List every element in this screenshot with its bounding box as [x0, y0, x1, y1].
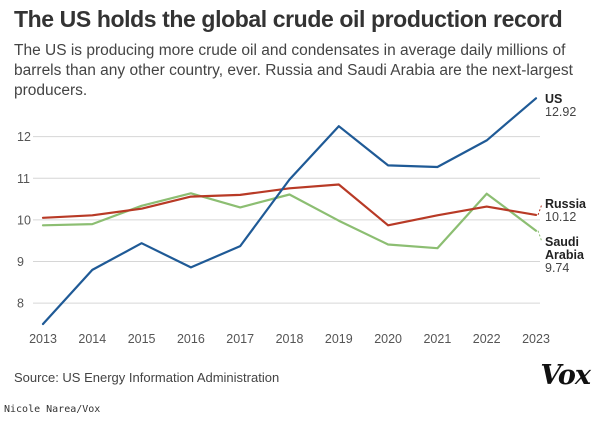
y-tick-label-8: 8	[17, 297, 24, 311]
end-label-value-saudi-arabia: 9.74	[545, 261, 569, 275]
leader-line-saudi-arabia	[537, 230, 543, 243]
chart-subtitle: The US is producing more crude oil and c…	[14, 42, 573, 99]
x-tick-label-2018: 2018	[276, 332, 304, 346]
end-label-name-saudi-arabia: Saudi	[545, 235, 579, 249]
series-line-russia	[41, 183, 538, 227]
x-tick-label-2013: 2013	[29, 332, 57, 346]
x-tick-label-2015: 2015	[128, 332, 156, 346]
end-label-value-russia: 10.12	[545, 210, 576, 224]
x-tick-label-2022: 2022	[473, 332, 501, 346]
y-tick-label-9: 9	[17, 255, 24, 269]
end-label-value-us: 12.92	[545, 105, 576, 119]
source-note: Source: US Energy Information Administra…	[14, 370, 280, 385]
grid-layer	[33, 136, 540, 304]
series-line-saudi-arabia	[41, 192, 538, 250]
x-tick-label-2014: 2014	[78, 332, 106, 346]
x-tick-label-2017: 2017	[226, 332, 254, 346]
y-axis-ticks: 8 9 10 11 12	[17, 130, 31, 311]
end-label-name-russia: Russia	[545, 197, 587, 211]
x-axis-ticks: 2013 2014 2015 2016 2017 2018 2019 2020 2021 2022…	[29, 332, 550, 346]
vox-logo: Vox	[540, 360, 591, 391]
x-tick-label-2019: 2019	[325, 332, 353, 346]
x-tick-label-2016: 2016	[177, 332, 205, 346]
x-tick-label-2020: 2020	[374, 332, 402, 346]
y-tick-label-10: 10	[17, 213, 31, 227]
author-credit: Nicole Narea/Vox	[4, 404, 101, 415]
y-tick-label-11: 11	[17, 172, 30, 186]
chart-title: The US holds the global crude oil produc…	[14, 6, 563, 32]
end-label-name-saudi-arabia: Arabia	[545, 248, 585, 262]
x-tick-label-2021: 2021	[423, 332, 451, 346]
series-line-us	[41, 97, 538, 326]
series-layer	[41, 97, 538, 326]
end-label-name-us: US	[545, 92, 562, 106]
y-tick-label-12: 12	[17, 130, 31, 144]
leader-line-russia	[537, 203, 543, 216]
x-tick-label-2023: 2023	[522, 332, 550, 346]
